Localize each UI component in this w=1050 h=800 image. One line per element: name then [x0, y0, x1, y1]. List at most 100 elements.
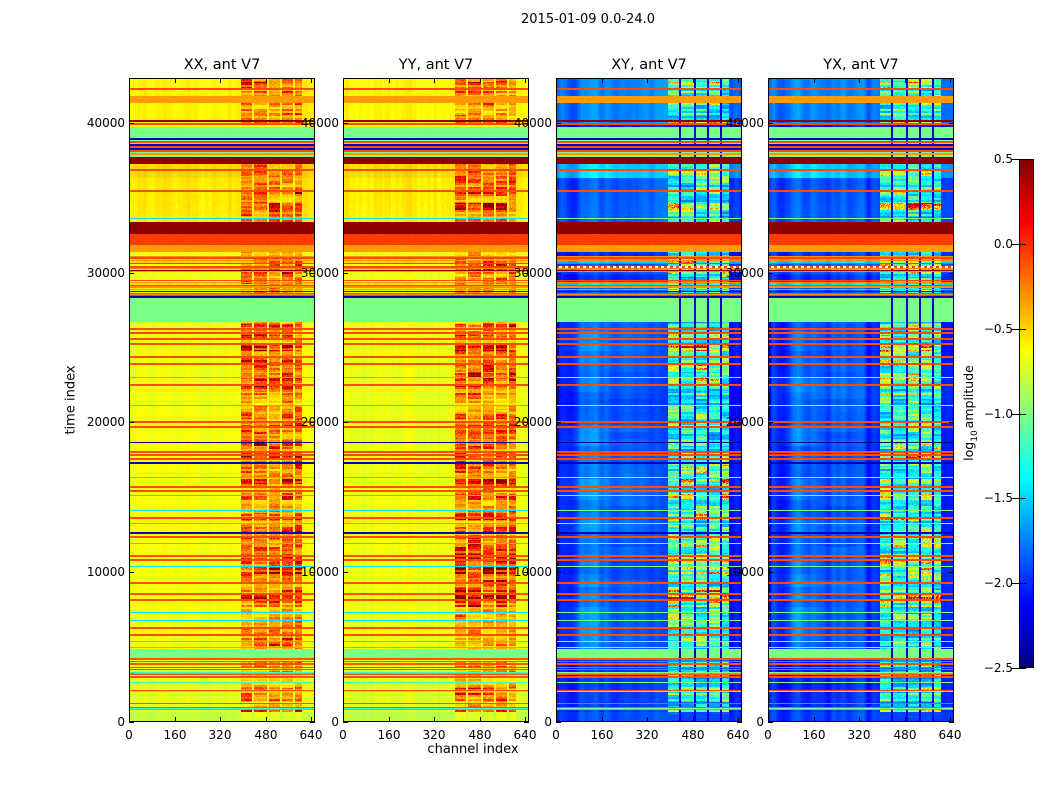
- tick-mark: [480, 78, 481, 83]
- y-tick-label: 20000: [300, 415, 339, 429]
- tick-mark: [737, 722, 742, 723]
- y-tick-label: 0: [756, 715, 764, 729]
- tick-mark: [434, 78, 435, 83]
- tick-mark: [1012, 244, 1026, 245]
- colorbar: [1019, 159, 1034, 668]
- y-tick-label: 20000: [513, 415, 552, 429]
- x-tick-label: 640: [726, 728, 750, 742]
- tick-mark: [129, 123, 134, 124]
- tick-mark: [556, 572, 561, 573]
- tick-mark: [310, 722, 315, 723]
- tick-mark: [129, 572, 134, 573]
- tick-mark: [310, 273, 315, 274]
- y-axis-label: time index: [63, 365, 79, 435]
- tick-mark: [175, 717, 176, 722]
- tick-mark: [859, 717, 860, 722]
- tick-mark: [129, 273, 134, 274]
- x-tick-label: 320: [847, 728, 871, 742]
- tick-mark: [266, 717, 267, 722]
- heatmap-panel-yy: [343, 78, 529, 722]
- tick-mark: [220, 717, 221, 722]
- tick-mark: [556, 422, 561, 423]
- tick-mark: [524, 572, 529, 573]
- tick-mark: [524, 422, 529, 423]
- colorbar-tick-label: −0.5: [983, 322, 1013, 336]
- tick-mark: [343, 717, 344, 722]
- y-tick-label: 30000: [300, 266, 339, 280]
- panel-title-yx: YX, ant V7: [823, 57, 899, 73]
- x-axis-label: channel index: [427, 742, 519, 757]
- tick-mark: [949, 273, 954, 274]
- y-tick-label: 10000: [725, 565, 764, 579]
- colorbar-label-sub: 10: [969, 430, 980, 442]
- tick-mark: [602, 717, 603, 722]
- tick-mark: [129, 422, 134, 423]
- x-tick-label: 640: [299, 728, 323, 742]
- tick-mark: [768, 722, 773, 723]
- tick-mark: [556, 273, 561, 274]
- y-tick-label: 0: [331, 715, 339, 729]
- tick-mark: [1012, 329, 1026, 330]
- tick-mark: [434, 717, 435, 722]
- tick-mark: [768, 78, 769, 83]
- tick-mark: [1012, 414, 1026, 415]
- y-tick-label: 10000: [513, 565, 552, 579]
- tick-mark: [524, 722, 529, 723]
- y-tick-label: 20000: [725, 415, 764, 429]
- y-tick-label: 10000: [86, 565, 125, 579]
- x-tick-label: 640: [938, 728, 962, 742]
- tick-mark: [220, 78, 221, 83]
- tick-mark: [859, 78, 860, 83]
- colorbar-label: log10amplitude: [961, 365, 980, 461]
- colorbar-tick-label: −1.0: [983, 407, 1013, 421]
- figure-suptitle: 2015-01-09 0.0-24.0: [521, 12, 655, 27]
- x-tick-label: 320: [208, 728, 232, 742]
- tick-mark: [343, 572, 348, 573]
- tick-mark: [768, 123, 773, 124]
- tick-mark: [524, 273, 529, 274]
- tick-mark: [343, 422, 348, 423]
- y-tick-label: 40000: [86, 116, 125, 130]
- y-tick-label: 40000: [513, 116, 552, 130]
- panel-title-xy: XY, ant V7: [611, 57, 687, 73]
- heatmap-panel-xx: [129, 78, 315, 722]
- tick-mark: [737, 572, 742, 573]
- heatmap-panel-yx: [768, 78, 954, 722]
- x-tick-label: 320: [635, 728, 659, 742]
- tick-mark: [693, 78, 694, 83]
- tick-mark: [814, 78, 815, 83]
- tick-mark: [905, 717, 906, 722]
- x-tick-label: 480: [893, 728, 917, 742]
- y-tick-label: 40000: [725, 116, 764, 130]
- tick-mark: [311, 717, 312, 722]
- y-tick-label: 20000: [86, 415, 125, 429]
- tick-mark: [949, 123, 954, 124]
- tick-mark: [129, 717, 130, 722]
- tick-mark: [905, 78, 906, 83]
- tick-mark: [556, 722, 561, 723]
- tick-mark: [129, 722, 134, 723]
- tick-mark: [266, 78, 267, 83]
- y-tick-label: 10000: [300, 565, 339, 579]
- tick-mark: [389, 717, 390, 722]
- x-tick-label: 0: [125, 728, 133, 742]
- y-tick-label: 30000: [513, 266, 552, 280]
- x-tick-label: 480: [681, 728, 705, 742]
- tick-mark: [480, 717, 481, 722]
- tick-mark: [175, 78, 176, 83]
- x-tick-label: 160: [163, 728, 187, 742]
- x-tick-label: 160: [590, 728, 614, 742]
- tick-mark: [1012, 159, 1026, 160]
- tick-mark: [949, 722, 954, 723]
- colorbar-tick-label: −2.5: [983, 661, 1013, 675]
- y-tick-label: 0: [544, 715, 552, 729]
- tick-mark: [556, 717, 557, 722]
- tick-mark: [602, 78, 603, 83]
- tick-mark: [737, 422, 742, 423]
- y-tick-label: 40000: [300, 116, 339, 130]
- tick-mark: [768, 717, 769, 722]
- tick-mark: [647, 78, 648, 83]
- x-tick-label: 0: [764, 728, 772, 742]
- tick-mark: [949, 572, 954, 573]
